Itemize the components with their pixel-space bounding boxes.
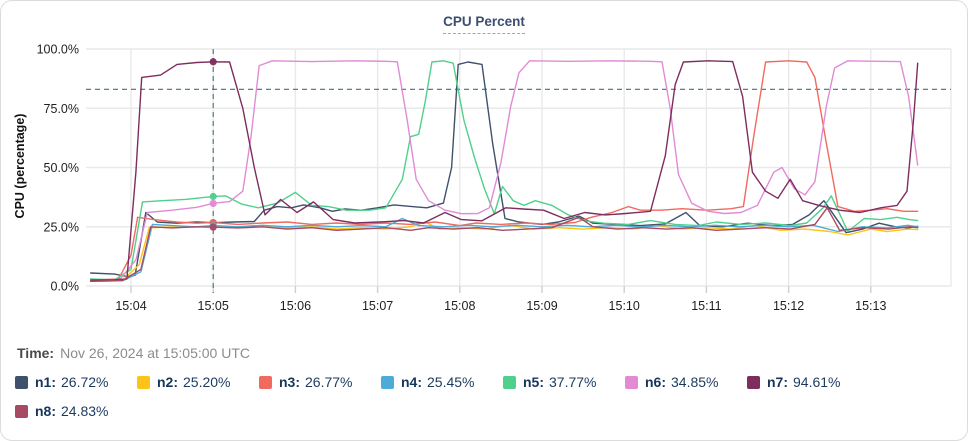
legend-item-n8[interactable]: n8: 24.83% bbox=[15, 400, 137, 422]
legend-series-value: 34.85% bbox=[671, 374, 719, 390]
legend-series-value: 26.77% bbox=[305, 374, 353, 390]
legend-series-name: n4: bbox=[401, 374, 422, 390]
series-line-n3[interactable] bbox=[89, 60, 919, 281]
y-tick-label: 75.0% bbox=[44, 102, 79, 116]
legend-item-n7[interactable]: n7: 94.61% bbox=[747, 371, 869, 393]
legend-series-name: n6: bbox=[645, 374, 666, 390]
x-tick-label: 15:04 bbox=[115, 299, 146, 313]
legend-item-n5[interactable]: n5: 37.77% bbox=[503, 371, 625, 393]
crosshair-dot-n8 bbox=[209, 223, 217, 231]
y-tick-label: 25.0% bbox=[44, 220, 79, 234]
legend-swatch-icon bbox=[259, 375, 272, 389]
legend-series-value: 94.61% bbox=[793, 374, 841, 390]
y-tick-label: 0.0% bbox=[51, 280, 80, 294]
series-legend: n1: 26.72% n2: 25.20% n3: 26.77% n4: 25.45% n5: 3… bbox=[15, 371, 955, 429]
legend-series-name: n3: bbox=[279, 374, 300, 390]
legend-swatch-icon bbox=[381, 375, 394, 389]
legend-series-value: 24.83% bbox=[61, 403, 109, 419]
crosshair-dot-n7 bbox=[209, 58, 217, 66]
chart-title: CPU Percent bbox=[1, 14, 967, 34]
x-tick-label: 15:05 bbox=[198, 299, 229, 313]
legend-series-name: n8: bbox=[35, 403, 56, 419]
legend-series-value: 25.20% bbox=[183, 374, 231, 390]
x-tick-label: 15:10 bbox=[609, 299, 640, 313]
x-tick-label: 15:08 bbox=[444, 299, 475, 313]
crosshair-time-readout: Time: Nov 26, 2024 at 15:05:00 UTC bbox=[17, 345, 250, 361]
crosshair-dot-n5 bbox=[209, 192, 217, 201]
legend-series-value: 26.72% bbox=[61, 374, 109, 390]
legend-series-name: n2: bbox=[157, 374, 178, 390]
time-label: Time: bbox=[17, 345, 55, 361]
legend-swatch-icon bbox=[137, 375, 150, 389]
x-tick-label: 15:09 bbox=[526, 299, 557, 313]
legend-item-n4[interactable]: n4: 25.45% bbox=[381, 371, 503, 393]
x-tick-label: 15:06 bbox=[280, 299, 311, 313]
legend-series-name: n1: bbox=[35, 374, 56, 390]
x-tick-label: 15:11 bbox=[691, 299, 721, 313]
legend-swatch-icon bbox=[747, 375, 760, 389]
time-value: Nov 26, 2024 at 15:05:00 UTC bbox=[60, 345, 250, 361]
legend-series-value: 25.45% bbox=[427, 374, 475, 390]
legend-swatch-icon bbox=[503, 375, 516, 389]
legend-swatch-icon bbox=[15, 404, 28, 418]
legend-series-value: 37.77% bbox=[549, 374, 597, 390]
legend-series-name: n5: bbox=[523, 374, 544, 390]
legend-series-name: n7: bbox=[767, 374, 788, 390]
series-line-n5[interactable] bbox=[89, 60, 919, 281]
crosshair-dot-n6 bbox=[209, 199, 217, 208]
series-line-n7[interactable] bbox=[89, 60, 919, 281]
cpu-usage-line-chart[interactable]: 100.0% 75.0% 50.0% 25.0% 0.0% 15:04 15:05 15:06… bbox=[1, 1, 968, 336]
legend-item-n1[interactable]: n1: 26.72% bbox=[15, 371, 137, 393]
series-line-n8[interactable] bbox=[89, 207, 919, 282]
series-line-n6[interactable] bbox=[89, 60, 919, 282]
series-line-n1[interactable] bbox=[89, 61, 919, 278]
y-tick-label: 100.0% bbox=[37, 43, 79, 57]
x-tick-label: 15:13 bbox=[855, 299, 886, 313]
legend-item-n3[interactable]: n3: 26.77% bbox=[259, 371, 381, 393]
legend-swatch-icon bbox=[625, 375, 638, 389]
y-tick-label: 50.0% bbox=[44, 161, 79, 175]
x-tick-label: 15:07 bbox=[362, 299, 393, 313]
legend-swatch-icon bbox=[15, 375, 28, 389]
legend-item-n6[interactable]: n6: 34.85% bbox=[625, 371, 747, 393]
x-tick-label: 15:12 bbox=[773, 299, 804, 313]
legend-item-n2[interactable]: n2: 25.20% bbox=[137, 371, 259, 393]
